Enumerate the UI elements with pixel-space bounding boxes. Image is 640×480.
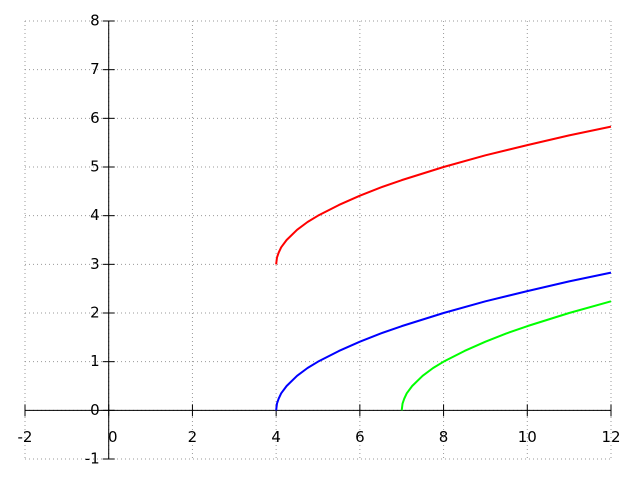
x-tick-label: 12 [601, 428, 620, 446]
y-tick-label: 0 [90, 401, 100, 419]
curve [275, 271, 612, 411]
y-tick-label: -1 [85, 450, 100, 468]
y-tick-label: 2 [90, 304, 100, 322]
x-tick-label: 6 [355, 428, 365, 446]
x-tick-label: 10 [518, 428, 537, 446]
curve [400, 300, 612, 411]
y-tick-label: 4 [90, 206, 100, 224]
x-tick-label: -2 [18, 428, 33, 446]
y-tick-label: 5 [90, 158, 100, 176]
curve [275, 125, 612, 265]
x-tick-label: 4 [271, 428, 281, 446]
x-tick-label: 0 [108, 428, 118, 446]
y-tick-label: 7 [90, 60, 100, 78]
x-tick-label: 2 [188, 428, 198, 446]
y-tick-label: 6 [90, 109, 100, 127]
y-tick-label: 8 [90, 12, 100, 30]
y-tick-label: 1 [90, 352, 100, 370]
x-tick-label: 8 [439, 428, 449, 446]
y-tick-label: 3 [90, 255, 100, 273]
